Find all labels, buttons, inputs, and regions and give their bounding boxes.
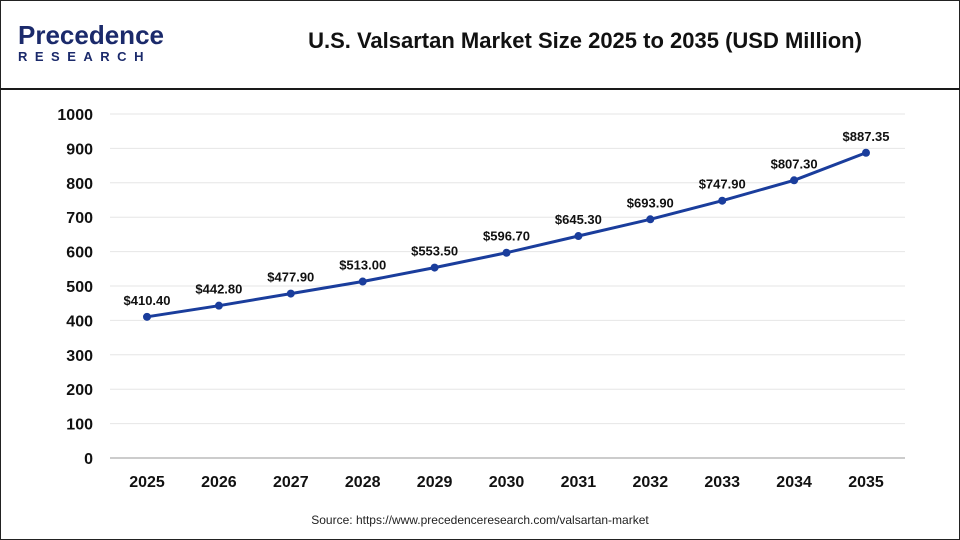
x-tick-label: 2029: [417, 474, 453, 491]
data-label: $553.50: [411, 244, 458, 259]
data-label: $645.30: [555, 212, 602, 227]
data-label: $807.30: [771, 156, 818, 171]
data-point: [286, 289, 295, 298]
data-label: $747.90: [699, 177, 746, 192]
x-tick-label: 2035: [848, 474, 884, 491]
data-label: $693.90: [627, 195, 674, 210]
x-tick-label: 2034: [776, 474, 812, 491]
data-label: $442.80: [195, 282, 242, 297]
x-tick-label: 2027: [273, 474, 309, 491]
y-tick-label: 300: [66, 348, 93, 365]
y-tick-label: 100: [66, 417, 93, 434]
data-point: [574, 232, 583, 241]
logo-line1: Precedence: [18, 20, 164, 50]
y-tick-label: 400: [66, 313, 93, 330]
data-label: $596.70: [483, 229, 530, 244]
y-tick-label: 0: [84, 451, 93, 468]
x-tick-label: 2030: [489, 474, 525, 491]
data-point: [790, 176, 799, 185]
data-point: [718, 196, 727, 205]
data-point: [358, 277, 367, 286]
y-tick-label: 700: [66, 210, 93, 227]
x-tick-label: 2031: [561, 474, 597, 491]
data-point: [430, 263, 439, 272]
data-point: [143, 312, 151, 321]
y-tick-label: 800: [66, 176, 93, 193]
data-label: $477.90: [267, 270, 314, 285]
y-tick-label: 900: [66, 141, 93, 158]
x-tick-label: 2028: [345, 474, 381, 491]
x-tick-label: 2033: [704, 474, 740, 491]
data-point: [502, 248, 511, 257]
precedence-research-logo: Precedence RESEARCH: [18, 22, 164, 64]
x-tick-label: 2026: [201, 474, 237, 491]
data-label: $410.40: [124, 293, 171, 308]
data-label: $887.35: [843, 129, 890, 144]
x-tick-label: 2025: [129, 474, 165, 491]
y-tick-label: 600: [66, 245, 93, 262]
chart-title: U.S. Valsartan Market Size 2025 to 2035 …: [308, 28, 862, 53]
y-tick-label: 500: [66, 279, 93, 296]
data-label: $513.00: [339, 258, 386, 273]
data-point: [862, 148, 870, 157]
y-tick-label: 200: [66, 382, 93, 399]
logo-line2: RESEARCH: [18, 49, 151, 64]
data-point: [214, 301, 223, 310]
header: Precedence RESEARCH U.S. Valsartan Marke…: [0, 0, 960, 90]
data-point: [646, 215, 655, 224]
y-tick-label: 1000: [57, 107, 93, 124]
source-text: Source: https://www.precedenceresearch.c…: [311, 513, 649, 527]
x-tick-label: 2032: [633, 474, 669, 491]
